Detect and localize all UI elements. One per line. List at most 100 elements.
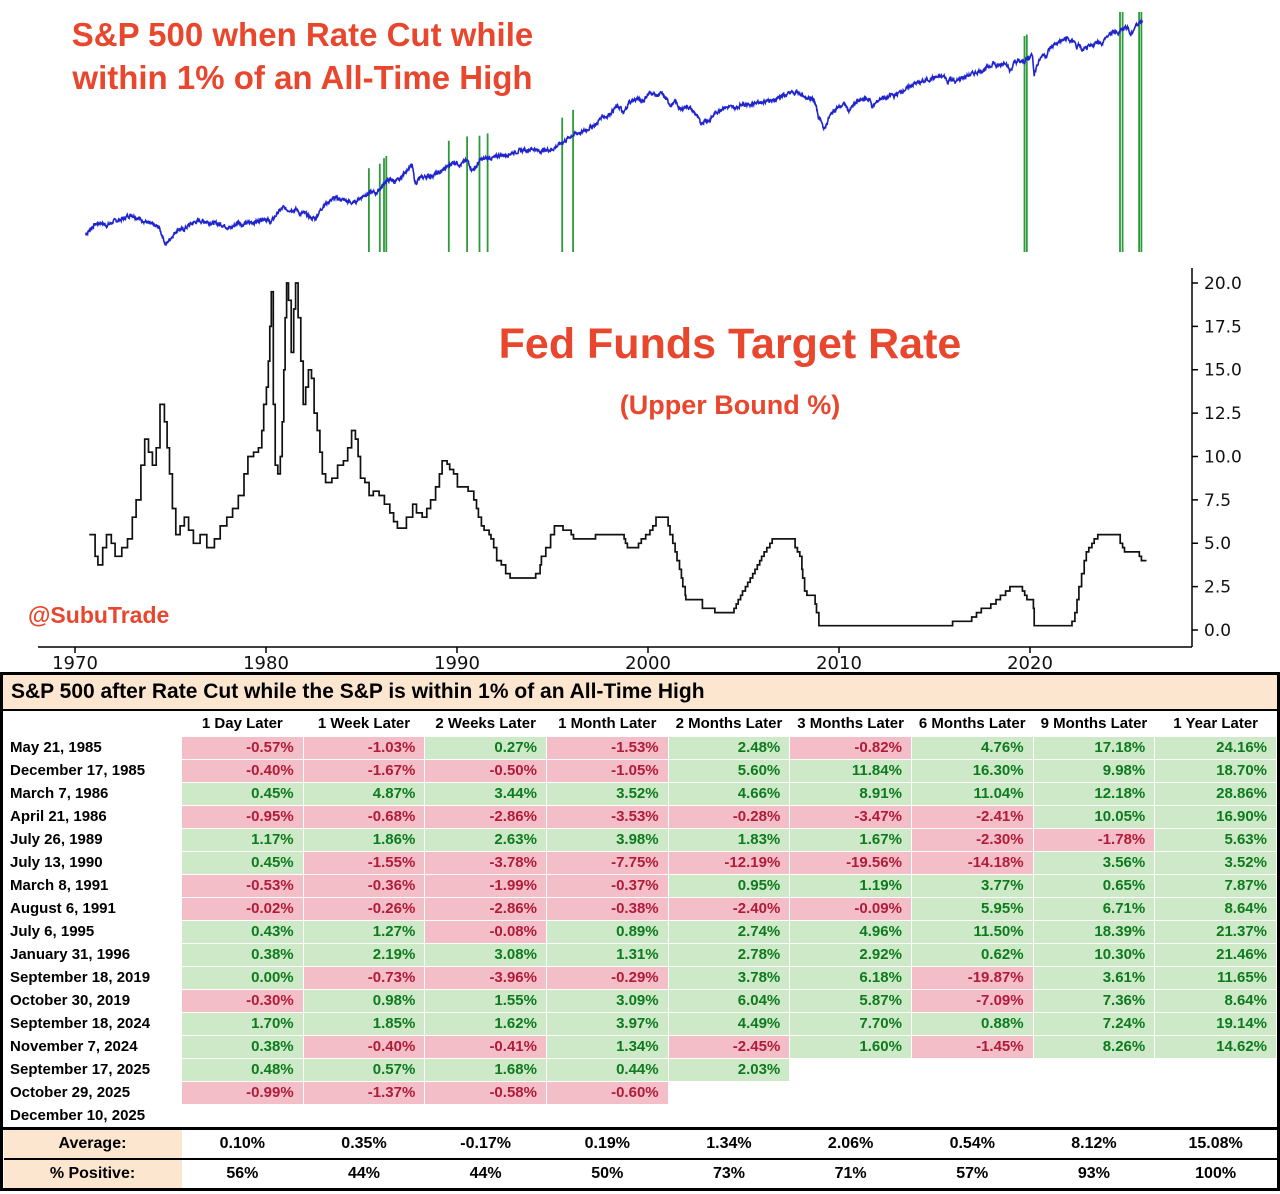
sp500-chart-title-line2: within 1% of an All-Time High <box>72 58 533 96</box>
return-cell: 3.44% <box>424 782 547 806</box>
return-cell: -1.37% <box>302 1081 426 1105</box>
return-cell: -1.55% <box>302 851 426 875</box>
average-cell: 0.10% <box>181 1128 304 1159</box>
pct-positive-cell: 57% <box>911 1159 1034 1188</box>
sp500-chart-title-line1: S&P 500 when Rate Cut while <box>71 16 534 53</box>
pct-positive-cell: 44% <box>424 1159 547 1188</box>
table-row: July 6, 1995 0.43% 1.27% -0.08% 0.89% 2.74% 4.… <box>3 920 1277 944</box>
return-cell: 3.98% <box>545 828 669 852</box>
average-cell: 2.06% <box>789 1128 912 1159</box>
row-date: March 7, 1986 <box>3 782 182 806</box>
row-date: October 29, 2025 <box>3 1081 182 1105</box>
table-row: December 17, 1985 -0.40% -1.67% -0.50% -1.05… <box>3 759 1277 783</box>
return-cell: 7.36% <box>1032 989 1156 1013</box>
return-cell: 0.62% <box>910 943 1034 967</box>
return-cell: 0.45% <box>181 782 304 806</box>
return-cell: 0.27% <box>424 736 547 760</box>
return-cell: 3.52% <box>1154 851 1277 875</box>
return-cell: 5.63% <box>1154 828 1277 852</box>
return-cell: -0.58% <box>424 1081 547 1105</box>
return-cell <box>910 1104 1034 1129</box>
return-cell: -1.78% <box>1032 828 1156 852</box>
return-cell: 11.84% <box>789 759 912 783</box>
watermark: @SubuTrade <box>28 602 170 628</box>
row-date: August 6, 1991 <box>3 897 182 921</box>
return-cell: -0.40% <box>302 1035 426 1059</box>
return-cell: 2.03% <box>667 1058 791 1082</box>
fed-x-tick-label: 1970 <box>52 653 98 672</box>
return-cell: -12.19% <box>667 851 791 875</box>
return-cell: 0.65% <box>1032 874 1156 898</box>
return-cell: 0.38% <box>181 943 304 967</box>
column-header: 3 Months Later <box>797 715 904 732</box>
fed-x-tick-label: 2000 <box>625 653 671 672</box>
return-cell <box>1032 1081 1156 1105</box>
column-header: 2 Weeks Later <box>435 715 536 732</box>
fed-y-tick-label: 17.5 <box>1204 317 1242 337</box>
fed-funds-line <box>89 282 1147 627</box>
return-cell <box>1154 1081 1277 1105</box>
row-date: March 8, 1991 <box>3 874 182 898</box>
return-cell: 7.24% <box>1032 1012 1156 1036</box>
return-cell <box>545 1104 669 1129</box>
pct-positive-row: % Positive: 56% 44% 44% 50% 73% 71% 57% 93% 100% <box>3 1159 1277 1188</box>
return-cell: -2.86% <box>424 897 547 921</box>
return-cell: 6.18% <box>789 966 912 990</box>
column-header: 1 Year Later <box>1173 715 1259 732</box>
return-cell: -2.41% <box>910 805 1034 829</box>
fed-y-tick-label: 10.0 <box>1204 447 1242 467</box>
average-cell: 15.08% <box>1154 1128 1277 1159</box>
return-cell: 6.04% <box>667 989 791 1013</box>
column-header: 2 Months Later <box>675 715 783 732</box>
return-cell: 18.70% <box>1154 759 1277 783</box>
return-cell <box>910 1081 1034 1105</box>
average-row: Average: 0.10% 0.35% -0.17% 0.19% 1.34% 2.06% 0… <box>3 1128 1277 1159</box>
pct-positive-cell: 100% <box>1154 1159 1277 1188</box>
return-cell: -0.57% <box>181 736 304 760</box>
return-cell: -3.96% <box>424 966 547 990</box>
return-cell: 21.37% <box>1154 920 1277 944</box>
return-cell: -0.02% <box>181 897 304 921</box>
return-cell: -0.50% <box>424 759 547 783</box>
row-date: September 18, 2019 <box>3 966 182 990</box>
return-cell: 2.63% <box>424 828 547 852</box>
return-cell <box>667 1081 791 1105</box>
row-date: December 10, 2025 <box>3 1104 182 1129</box>
return-cell: 12.18% <box>1032 782 1156 806</box>
return-cell: 4.96% <box>789 920 912 944</box>
return-cell: -2.86% <box>424 805 547 829</box>
return-cell: 1.60% <box>789 1035 912 1059</box>
return-cell: 1.85% <box>302 1012 426 1036</box>
table-row: October 30, 2019 -0.30% 0.98% 1.55% 3.09% 6.0… <box>3 989 1277 1013</box>
return-cell: 11.50% <box>910 920 1034 944</box>
return-cell: -2.45% <box>667 1035 791 1059</box>
return-cell <box>1032 1058 1156 1082</box>
table-row: August 6, 1991 -0.02% -0.26% -2.86% -0.38% -2… <box>3 897 1277 921</box>
return-cell: -0.99% <box>181 1081 304 1105</box>
return-cell: -19.56% <box>789 851 912 875</box>
return-cell: -1.99% <box>424 874 547 898</box>
column-header: 1 Day Later <box>201 715 283 732</box>
table-title: S&P 500 after Rate Cut while the S&P is … <box>3 675 1277 711</box>
pct-positive-cell: 56% <box>181 1159 304 1188</box>
return-cell: 2.74% <box>667 920 791 944</box>
pct-positive-cell: 71% <box>789 1159 912 1188</box>
return-cell: -0.28% <box>667 805 791 829</box>
pct-positive-cell: 50% <box>546 1159 669 1188</box>
return-cell: -0.73% <box>302 966 426 990</box>
returns-table-section: S&P 500 after Rate Cut while the S&P is … <box>0 672 1280 1191</box>
return-cell <box>667 1104 791 1129</box>
return-cell: 28.86% <box>1154 782 1277 806</box>
row-date: May 21, 1985 <box>3 736 182 760</box>
average-cell: 0.19% <box>546 1128 669 1159</box>
row-date: December 17, 1985 <box>3 759 182 783</box>
return-cell: -0.30% <box>181 989 304 1013</box>
row-date: January 31, 1996 <box>3 943 182 967</box>
return-cell: -1.05% <box>545 759 669 783</box>
row-date: November 7, 2024 <box>3 1035 182 1059</box>
return-cell: 10.05% <box>1032 805 1156 829</box>
fed-y-tick-label: 15.0 <box>1204 361 1242 381</box>
return-cell: -0.68% <box>302 805 426 829</box>
return-cell: -0.37% <box>545 874 669 898</box>
return-cell: 0.88% <box>910 1012 1034 1036</box>
